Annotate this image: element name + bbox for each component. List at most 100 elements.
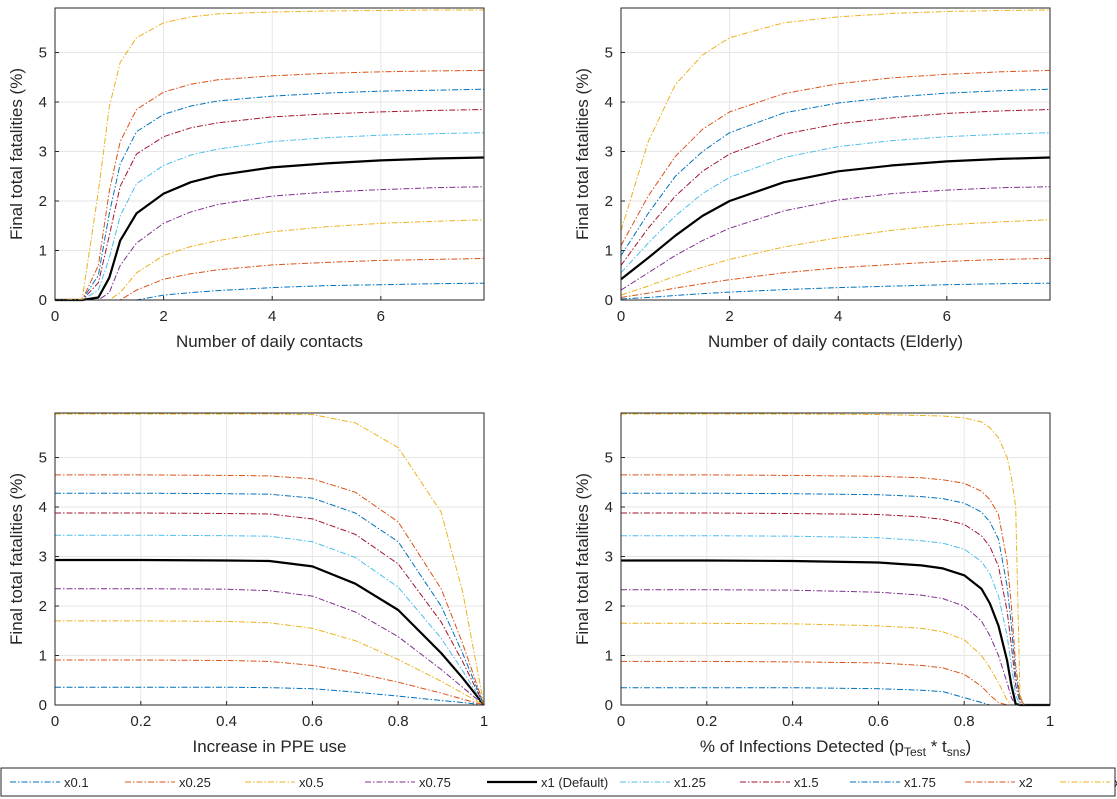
series-line-x1-default-	[620, 156, 1051, 281]
legend-label: x0.1	[64, 775, 89, 790]
axes-box	[620, 412, 1051, 706]
y-axis-label: Final total fatalities (%)	[7, 68, 26, 240]
series-line-x3	[621, 413, 1050, 706]
y-tick-label: 0	[605, 292, 613, 309]
x-axis-label: Increase in PPE use	[192, 737, 346, 756]
x-tick-label: 0	[617, 713, 625, 730]
series-line-x0.75	[55, 588, 485, 706]
x-axis-label: % of Infections Detected (pTest * tsns)	[700, 737, 971, 759]
series-line-x3	[620, 9, 1051, 231]
subplot-2: 0 2 4 6 0 1 2 3 4 5 Number of daily contacts (Elde…	[573, 7, 1051, 351]
legend-label: x1.75	[904, 775, 936, 790]
legend-label: x0.5	[299, 775, 324, 790]
y-axis-label: Final total fatalities (%)	[7, 473, 26, 645]
y-tick-label: 3	[39, 144, 47, 161]
legend-label: x3	[1114, 775, 1117, 790]
y-tick-label: 5	[39, 45, 47, 62]
series-line-x0.75	[620, 186, 1051, 291]
legend-label: x1.25	[674, 775, 706, 790]
legend-label: x0.75	[419, 775, 451, 790]
y-tick-label: 1	[39, 648, 47, 665]
x-tick-label: 4	[268, 308, 276, 325]
series-line-x0.1	[620, 282, 1051, 300]
series-line-x1.25	[55, 534, 485, 706]
subplot-1: 0 2 4 6 0 1 2 3 4 5 Number of daily contacts Final …	[7, 7, 485, 351]
legend-label: x1 (Default)	[541, 775, 608, 790]
y-axis-label: Final total fatalities (%)	[573, 473, 592, 645]
y-tick-label: 4	[39, 94, 47, 111]
y-tick-label: 1	[605, 648, 613, 665]
series-line-x1.25	[620, 132, 1051, 274]
y-tick-label: 1	[605, 243, 613, 260]
plot-area	[621, 413, 1050, 705]
x-tick-label: 0.4	[216, 713, 237, 730]
x-axis-label: Number of daily contacts	[176, 332, 363, 351]
series-line-x0.5	[621, 622, 1050, 706]
legend-label: x2	[1019, 775, 1033, 790]
x-tick-label: 4	[834, 308, 842, 325]
x-tick-label: 0	[617, 308, 625, 325]
series-line-x0.75	[55, 186, 485, 301]
legend: x0.1 x0.25 x0.5 x0.75 x1 (Default) x1.25 x1.5 x…	[0, 767, 1117, 797]
legend-label: x0.25	[179, 775, 211, 790]
axes-box	[54, 412, 485, 706]
x-tick-label: 0.6	[302, 713, 323, 730]
series-line-x1.75	[55, 88, 485, 301]
y-tick-label: 2	[605, 598, 613, 615]
y-tick-label: 2	[39, 193, 47, 210]
x-tick-label: 6	[377, 308, 385, 325]
series-line-x1.75	[620, 88, 1051, 256]
legend-label: x1.5	[794, 775, 819, 790]
series-line-x1.25	[55, 132, 485, 301]
y-tick-label: 2	[605, 193, 613, 210]
y-tick-label: 2	[39, 598, 47, 615]
x-tick-label: 2	[725, 308, 733, 325]
legend-box	[0, 767, 1116, 797]
plot-area	[55, 8, 484, 300]
series-line-x0.25	[620, 257, 1051, 298]
series-line-x2	[55, 69, 485, 301]
y-tick-label: 5	[605, 450, 613, 467]
y-tick-label: 4	[605, 499, 613, 516]
series-line-x1.25	[621, 535, 1050, 706]
y-axis-label: Final total fatalities (%)	[573, 68, 592, 240]
series-line-x1.5	[620, 109, 1051, 266]
series-line-x1.75	[55, 492, 485, 706]
y-tick-label: 3	[39, 549, 47, 566]
plot-area	[621, 8, 1050, 300]
series-line-x0.5	[55, 219, 485, 301]
y-tick-label: 5	[39, 450, 47, 467]
x-tick-label: 1	[480, 713, 488, 730]
series-line-x0.1	[55, 686, 485, 706]
series-line-x0.5	[620, 219, 1051, 296]
y-tick-label: 4	[605, 94, 613, 111]
series-line-x0.25	[55, 257, 485, 301]
series-line-x2	[620, 69, 1051, 246]
series-line-x2	[55, 474, 485, 706]
y-tick-label: 3	[605, 144, 613, 161]
x-tick-label: 2	[159, 308, 167, 325]
axes-box	[54, 7, 485, 301]
x-tick-label: 0.4	[782, 713, 803, 730]
x-tick-label: 0.8	[954, 713, 975, 730]
x-tick-label: 1	[1046, 713, 1054, 730]
x-tick-label: 0.6	[868, 713, 889, 730]
series-line-x1-default-	[55, 156, 485, 302]
series-line-x3	[55, 413, 485, 706]
y-tick-label: 1	[39, 243, 47, 260]
x-tick-label: 0	[51, 713, 59, 730]
series-line-x1.5	[55, 512, 485, 706]
y-tick-label: 0	[39, 697, 47, 714]
x-tick-label: 0.2	[130, 713, 151, 730]
x-tick-label: 0	[51, 308, 59, 325]
series-line-x3	[54, 9, 484, 301]
axes-box	[620, 7, 1051, 301]
y-tick-label: 5	[605, 45, 613, 62]
series-line-x1-default-	[55, 558, 485, 706]
x-tick-label: 0.2	[696, 713, 717, 730]
subplot-3: 0 0.2 0.4 0.6 0.8 1 0 1 2 3 4 5 Increase in PPE use F…	[7, 412, 488, 756]
series-line-x1.75	[621, 492, 1050, 706]
y-tick-label: 4	[39, 499, 47, 516]
series-line-x1.5	[55, 109, 485, 301]
